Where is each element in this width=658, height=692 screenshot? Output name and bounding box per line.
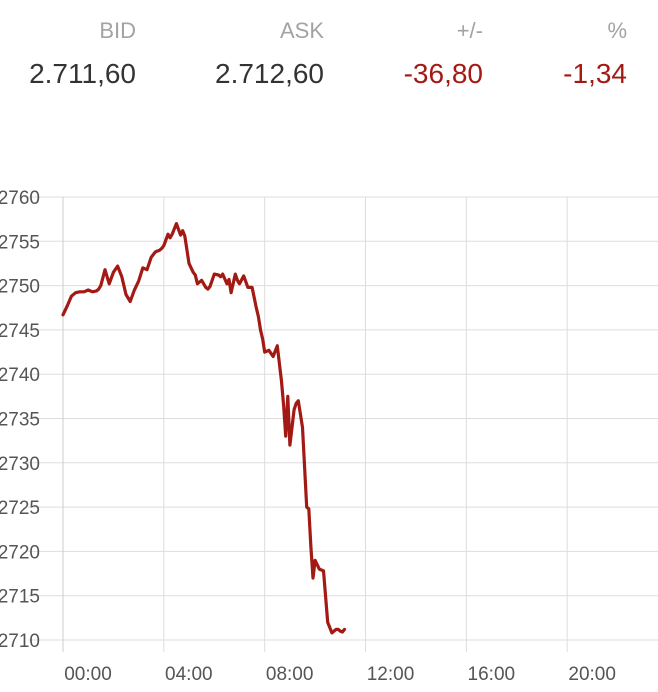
percent-cell: % -1,34 xyxy=(500,16,627,94)
x-tick-label: 00:00 xyxy=(64,664,112,685)
x-tick-label: 20:00 xyxy=(568,664,616,685)
chart-series xyxy=(61,221,347,635)
x-tick-label: 12:00 xyxy=(367,664,415,685)
percent-value: -1,34 xyxy=(563,58,627,89)
x-tick-label: 08:00 xyxy=(266,664,314,685)
chart-grid xyxy=(28,196,658,652)
ask-label: ASK xyxy=(279,18,324,43)
x-tick-label: 16:00 xyxy=(468,664,516,685)
change-value: -36,80 xyxy=(403,58,483,89)
change-cell: +/- -36,80 xyxy=(350,16,483,94)
percent-label: % xyxy=(607,18,627,43)
y-tick-label: 2725 xyxy=(0,498,40,519)
y-tick-label: 2755 xyxy=(0,232,40,253)
y-tick-label: 2740 xyxy=(0,365,40,386)
y-tick-label: 2710 xyxy=(0,631,40,652)
bid-cell: BID 2.711,60 xyxy=(0,16,136,94)
y-tick-label: 2745 xyxy=(0,321,40,342)
bid-value: 2.711,60 xyxy=(29,58,136,89)
chart-tick-labels: 2760 2755 2750 2745 2740 2735 2730 2725 2720 2715… xyxy=(0,188,616,685)
y-tick-label: 2760 xyxy=(0,188,40,209)
x-tick-label: 04:00 xyxy=(165,664,213,685)
price-chart: 2760 2755 2750 2745 2740 2735 2730 2725 2720 2715… xyxy=(0,188,658,685)
bid-label: BID xyxy=(99,18,136,43)
ask-cell: ASK 2.712,60 xyxy=(160,16,324,94)
price-line xyxy=(61,221,347,635)
ask-value: 2.712,60 xyxy=(215,58,324,89)
y-tick-label: 2750 xyxy=(0,277,40,298)
y-tick-label: 2735 xyxy=(0,410,40,431)
quote-header: BID 2.711,60 ASK 2.712,60 +/- -36,80 % -… xyxy=(0,16,658,96)
change-label: +/- xyxy=(456,18,483,43)
y-tick-label: 2730 xyxy=(0,454,40,475)
y-tick-label: 2720 xyxy=(0,542,40,563)
y-tick-label: 2715 xyxy=(0,587,40,608)
